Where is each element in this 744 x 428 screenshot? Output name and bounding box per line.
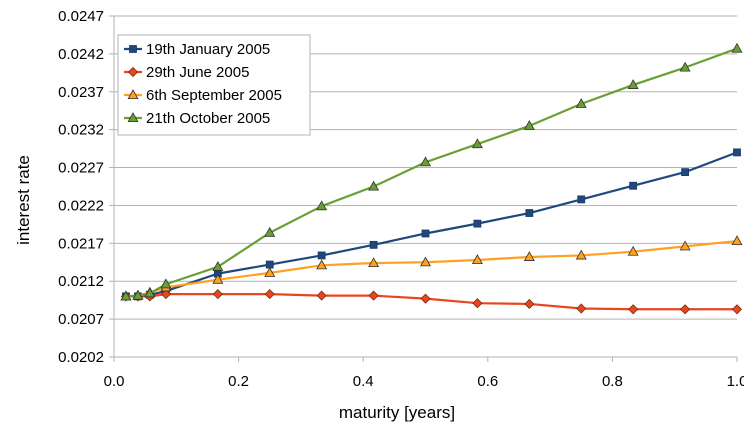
legend-label: 21th October 2005	[146, 110, 270, 127]
data-point	[731, 42, 743, 53]
legend-label: 6th September 2005	[146, 87, 282, 104]
y-tick-label: 0.0242	[58, 46, 104, 63]
y-tick-label: 0.0207	[58, 311, 104, 328]
y-tick-labels: 0.0202 0.0207 0.0212 0.0217 0.0222 0.0227 0.02…	[58, 8, 114, 366]
data-point	[681, 168, 690, 177]
data-point	[731, 304, 743, 315]
x-tick-label: 1.0	[727, 373, 744, 390]
data-point	[525, 209, 534, 217]
legend-marker	[129, 45, 137, 53]
y-axis-title: interest rate	[14, 155, 33, 245]
data-point	[473, 219, 482, 228]
data-point	[523, 251, 535, 261]
data-point	[421, 229, 430, 238]
x-tick-label: 0.8	[602, 373, 623, 390]
data-point	[420, 256, 431, 267]
data-point	[471, 254, 483, 265]
data-point	[627, 245, 639, 256]
legend-label: 29th June 2005	[146, 64, 249, 81]
data-point	[680, 304, 691, 315]
data-point	[576, 303, 587, 314]
y-tick-label: 0.0217	[58, 235, 104, 252]
y-tick-label: 0.0247	[58, 8, 104, 25]
axes	[113, 16, 737, 358]
legend-marker	[127, 89, 139, 99]
data-point	[369, 240, 378, 249]
data-point	[629, 181, 638, 190]
data-point	[420, 156, 431, 167]
y-tick-label: 0.0232	[58, 122, 104, 139]
x-tick-label: 0.2	[228, 373, 249, 390]
data-point	[368, 290, 379, 301]
data-point	[120, 290, 132, 301]
data-point	[575, 249, 587, 260]
legend-item: 21th October 2005	[124, 110, 270, 127]
x-tick-label: 0.4	[353, 373, 374, 390]
data-point	[160, 278, 172, 289]
data-point	[316, 259, 328, 270]
y-tick-label: 0.0227	[58, 160, 104, 177]
data-point	[316, 290, 327, 301]
data-point	[472, 298, 483, 309]
legend-marker	[127, 66, 139, 78]
legend-item: 29th June 2005	[124, 64, 249, 81]
y-tick-label: 0.0212	[58, 273, 104, 290]
y-tick-label: 0.0222	[58, 197, 104, 214]
legend-marker	[127, 112, 139, 122]
data-point	[316, 200, 328, 211]
legend: 19th January 2005 29th June 2005 6th Septe…	[117, 34, 311, 136]
data-point	[733, 148, 741, 157]
data-point	[160, 289, 171, 300]
legend-label: 19th January 2005	[146, 41, 270, 58]
data-point	[523, 120, 535, 130]
x-tick-labels: 0.0 0.2 0.4 0.6 0.8 1.0	[104, 357, 744, 390]
series-group	[120, 42, 743, 315]
legend-item: 19th January 2005	[124, 41, 270, 58]
legend-item: 6th September 2005	[124, 87, 282, 104]
series-2	[120, 289, 743, 315]
data-point	[627, 79, 639, 89]
data-point	[264, 226, 276, 237]
data-point	[471, 138, 483, 149]
data-point	[265, 260, 274, 269]
data-point	[212, 273, 224, 284]
x-tick-label: 0.0	[104, 373, 125, 390]
legend-box	[117, 34, 311, 136]
series-1	[122, 148, 741, 301]
data-point	[264, 289, 275, 300]
x-axis-title: maturity [years]	[339, 403, 455, 422]
data-point	[132, 289, 144, 300]
data-point	[679, 240, 691, 251]
data-point	[212, 289, 223, 300]
data-point	[368, 257, 380, 268]
data-point	[524, 298, 535, 310]
data-point	[628, 304, 639, 315]
data-point	[212, 261, 224, 271]
data-point	[317, 251, 326, 260]
x-tick-label: 0.6	[477, 373, 498, 390]
data-point	[679, 61, 691, 72]
data-point	[264, 267, 276, 277]
data-point	[420, 293, 431, 304]
data-point	[577, 195, 586, 204]
data-point	[731, 235, 743, 246]
data-point	[144, 287, 156, 298]
y-tick-label: 0.0237	[58, 84, 104, 101]
series-4	[120, 42, 743, 301]
data-point	[368, 180, 380, 191]
y-tick-label: 0.0202	[58, 349, 104, 366]
data-point	[575, 98, 587, 108]
